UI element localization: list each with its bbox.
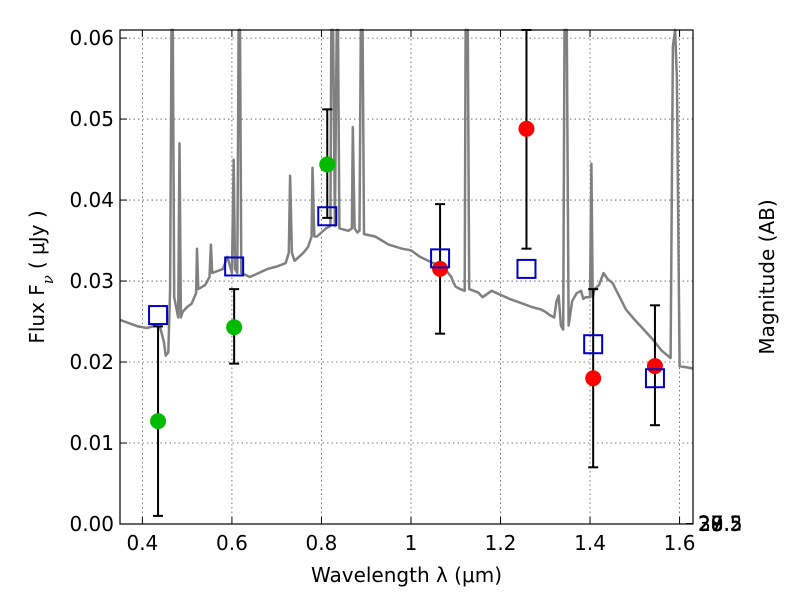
y-tick-label: 0.03	[69, 269, 114, 293]
detection-point	[518, 120, 535, 137]
x-tick-label: 1	[405, 531, 418, 555]
upper-limit-point	[150, 413, 167, 430]
y-tick-label: 0.01	[69, 431, 114, 455]
grid-lines	[120, 30, 693, 524]
y2-tick-label: 28.5	[698, 512, 743, 536]
upper-limit-point	[319, 156, 336, 173]
model-flux-square	[148, 305, 169, 326]
y-tick-label: 0.06	[69, 26, 114, 50]
y2-tick-label: 27.5	[698, 512, 743, 536]
y-axis-title-unit: ( μJy )	[25, 210, 49, 269]
marker-layer	[148, 120, 665, 430]
y2-tick-label: 28	[698, 512, 723, 536]
x-tick-label: 1.4	[574, 531, 606, 555]
y-axis-title-main: Flux F	[25, 284, 49, 343]
y2-tick-label: 27	[698, 512, 723, 536]
y-tick-label: 0.04	[69, 188, 114, 212]
y-axis-title-subscript: ν	[39, 275, 57, 284]
model-flux-square	[644, 368, 665, 389]
spectrum-line	[119, 28, 694, 370]
y-tick-label: 0.05	[69, 107, 114, 131]
y2-tick-label: 27.2	[698, 512, 743, 536]
y-axis-title: Flux Fν ( μJy )	[25, 210, 57, 343]
x-tick-label: 1.2	[485, 531, 517, 555]
model-flux-square	[583, 334, 604, 355]
plot-frame	[119, 29, 694, 525]
model-flux-square	[430, 248, 451, 269]
x-tick-label: 0.6	[216, 531, 248, 555]
x-tick-label: 0.8	[306, 531, 338, 555]
y2-tick-label: 29	[698, 512, 723, 536]
y2-axis-title: Magnitude (AB)	[755, 199, 779, 354]
tick-layer: 0.4 0.6 0.8 1 1.2 1.4 1.6 0.00 0.01 0.02 0.03 0.04 0…	[69, 26, 742, 555]
detection-point	[646, 358, 663, 375]
x-tick-label: 1.6	[664, 531, 696, 555]
upper-limit-point	[226, 319, 243, 336]
x-axis-title: Wavelength λ (μm)	[311, 563, 502, 587]
spectrum-layer	[119, 28, 694, 370]
x-tick-label: 0.4	[126, 531, 158, 555]
detection-point	[585, 370, 602, 387]
model-flux-square	[317, 206, 338, 227]
y-tick-label: 0.00	[69, 512, 114, 536]
model-flux-square	[516, 258, 537, 279]
detection-point	[432, 260, 449, 277]
y2-tick-label: 30	[698, 512, 723, 536]
model-flux-square	[224, 256, 245, 277]
y-tick-label: 0.02	[69, 350, 114, 374]
